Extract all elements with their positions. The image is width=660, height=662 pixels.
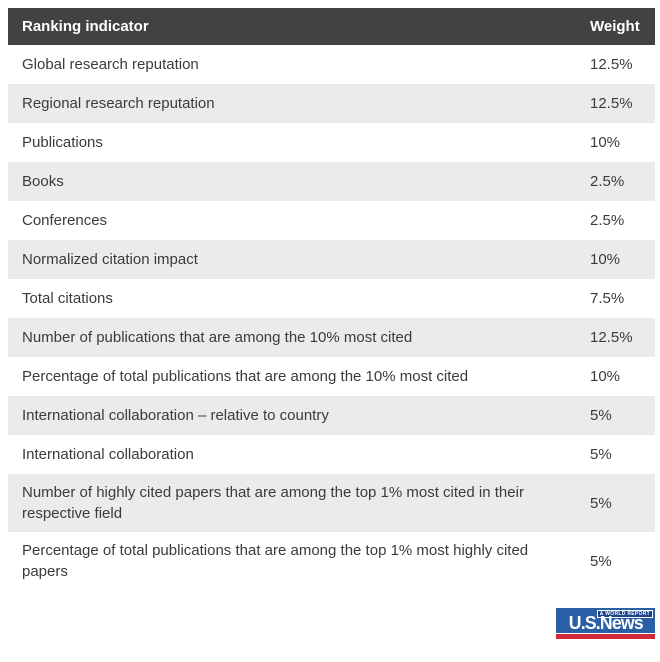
weight-cell: 12.5% — [590, 329, 633, 346]
footer: & WORLD REPORT U.S.News — [8, 590, 655, 662]
usnews-logo-brand: U.S.News — [568, 613, 643, 633]
weight-cell: 10% — [590, 134, 621, 151]
table-header-row: Ranking indicator Weight — [8, 8, 655, 45]
weight-cell: 5% — [590, 494, 612, 512]
weight-cell: 10% — [590, 368, 621, 385]
indicator-cell: Percentage of total publications that ar… — [22, 368, 469, 385]
table-row: Number of highly cited papers that are a… — [8, 474, 655, 532]
usnews-logo-tagline: & WORLD REPORT — [596, 610, 653, 618]
table-row: Publications 10% — [8, 123, 655, 162]
header-weight: Weight — [590, 18, 640, 35]
indicator-cell: International collaboration – relative t… — [22, 407, 329, 424]
indicator-cell: Normalized citation impact — [22, 251, 198, 268]
indicator-cell: Books — [22, 173, 64, 190]
indicator-cell: Global research reputation — [22, 56, 199, 73]
table-row: Conferences 2.5% — [8, 201, 655, 240]
table-row: Percentage of total publications that ar… — [8, 532, 655, 590]
weight-cell: 10% — [590, 251, 621, 268]
weight-cell: 5% — [590, 446, 612, 463]
indicator-cell: Regional research reputation — [22, 95, 215, 112]
indicator-cell: International collaboration — [22, 446, 194, 463]
weight-cell: 12.5% — [590, 95, 633, 112]
weight-cell: 5% — [590, 407, 612, 424]
table-row: Total citations 7.5% — [8, 279, 655, 318]
indicator-cell: Number of publications that are among th… — [22, 329, 413, 346]
indicator-cell: Conferences — [22, 212, 108, 229]
ranking-indicator-table: Ranking indicator Weight Global research… — [8, 8, 655, 590]
table-body: Global research reputation 12.5% Regional … — [8, 45, 655, 590]
indicator-cell: Percentage of total publications that ar… — [22, 542, 529, 580]
usnews-logo-blue-box: & WORLD REPORT U.S.News — [556, 608, 655, 633]
table-row: International collaboration 5% — [8, 435, 655, 474]
usnews-logo: & WORLD REPORT U.S.News — [556, 608, 655, 639]
weight-cell: 5% — [590, 552, 612, 570]
indicator-cell: Number of highly cited papers that are a… — [22, 484, 524, 522]
table-row: Books 2.5% — [8, 162, 655, 201]
indicator-cell: Total citations — [22, 290, 113, 307]
table-row: Number of publications that are among th… — [8, 318, 655, 357]
weight-cell: 2.5% — [590, 212, 625, 229]
weight-cell: 7.5% — [590, 290, 625, 307]
header-ranking-indicator: Ranking indicator — [22, 18, 149, 35]
table-row: Percentage of total publications that ar… — [8, 357, 655, 396]
indicator-cell: Publications — [22, 134, 103, 151]
table-row: Global research reputation 12.5% — [8, 45, 655, 84]
table-row: Normalized citation impact 10% — [8, 240, 655, 279]
weight-cell: 12.5% — [590, 56, 633, 73]
table-row: Regional research reputation 12.5% — [8, 84, 655, 123]
weight-cell: 2.5% — [590, 173, 625, 190]
table-row: International collaboration – relative t… — [8, 396, 655, 435]
usnews-logo-red-bar — [556, 634, 655, 639]
